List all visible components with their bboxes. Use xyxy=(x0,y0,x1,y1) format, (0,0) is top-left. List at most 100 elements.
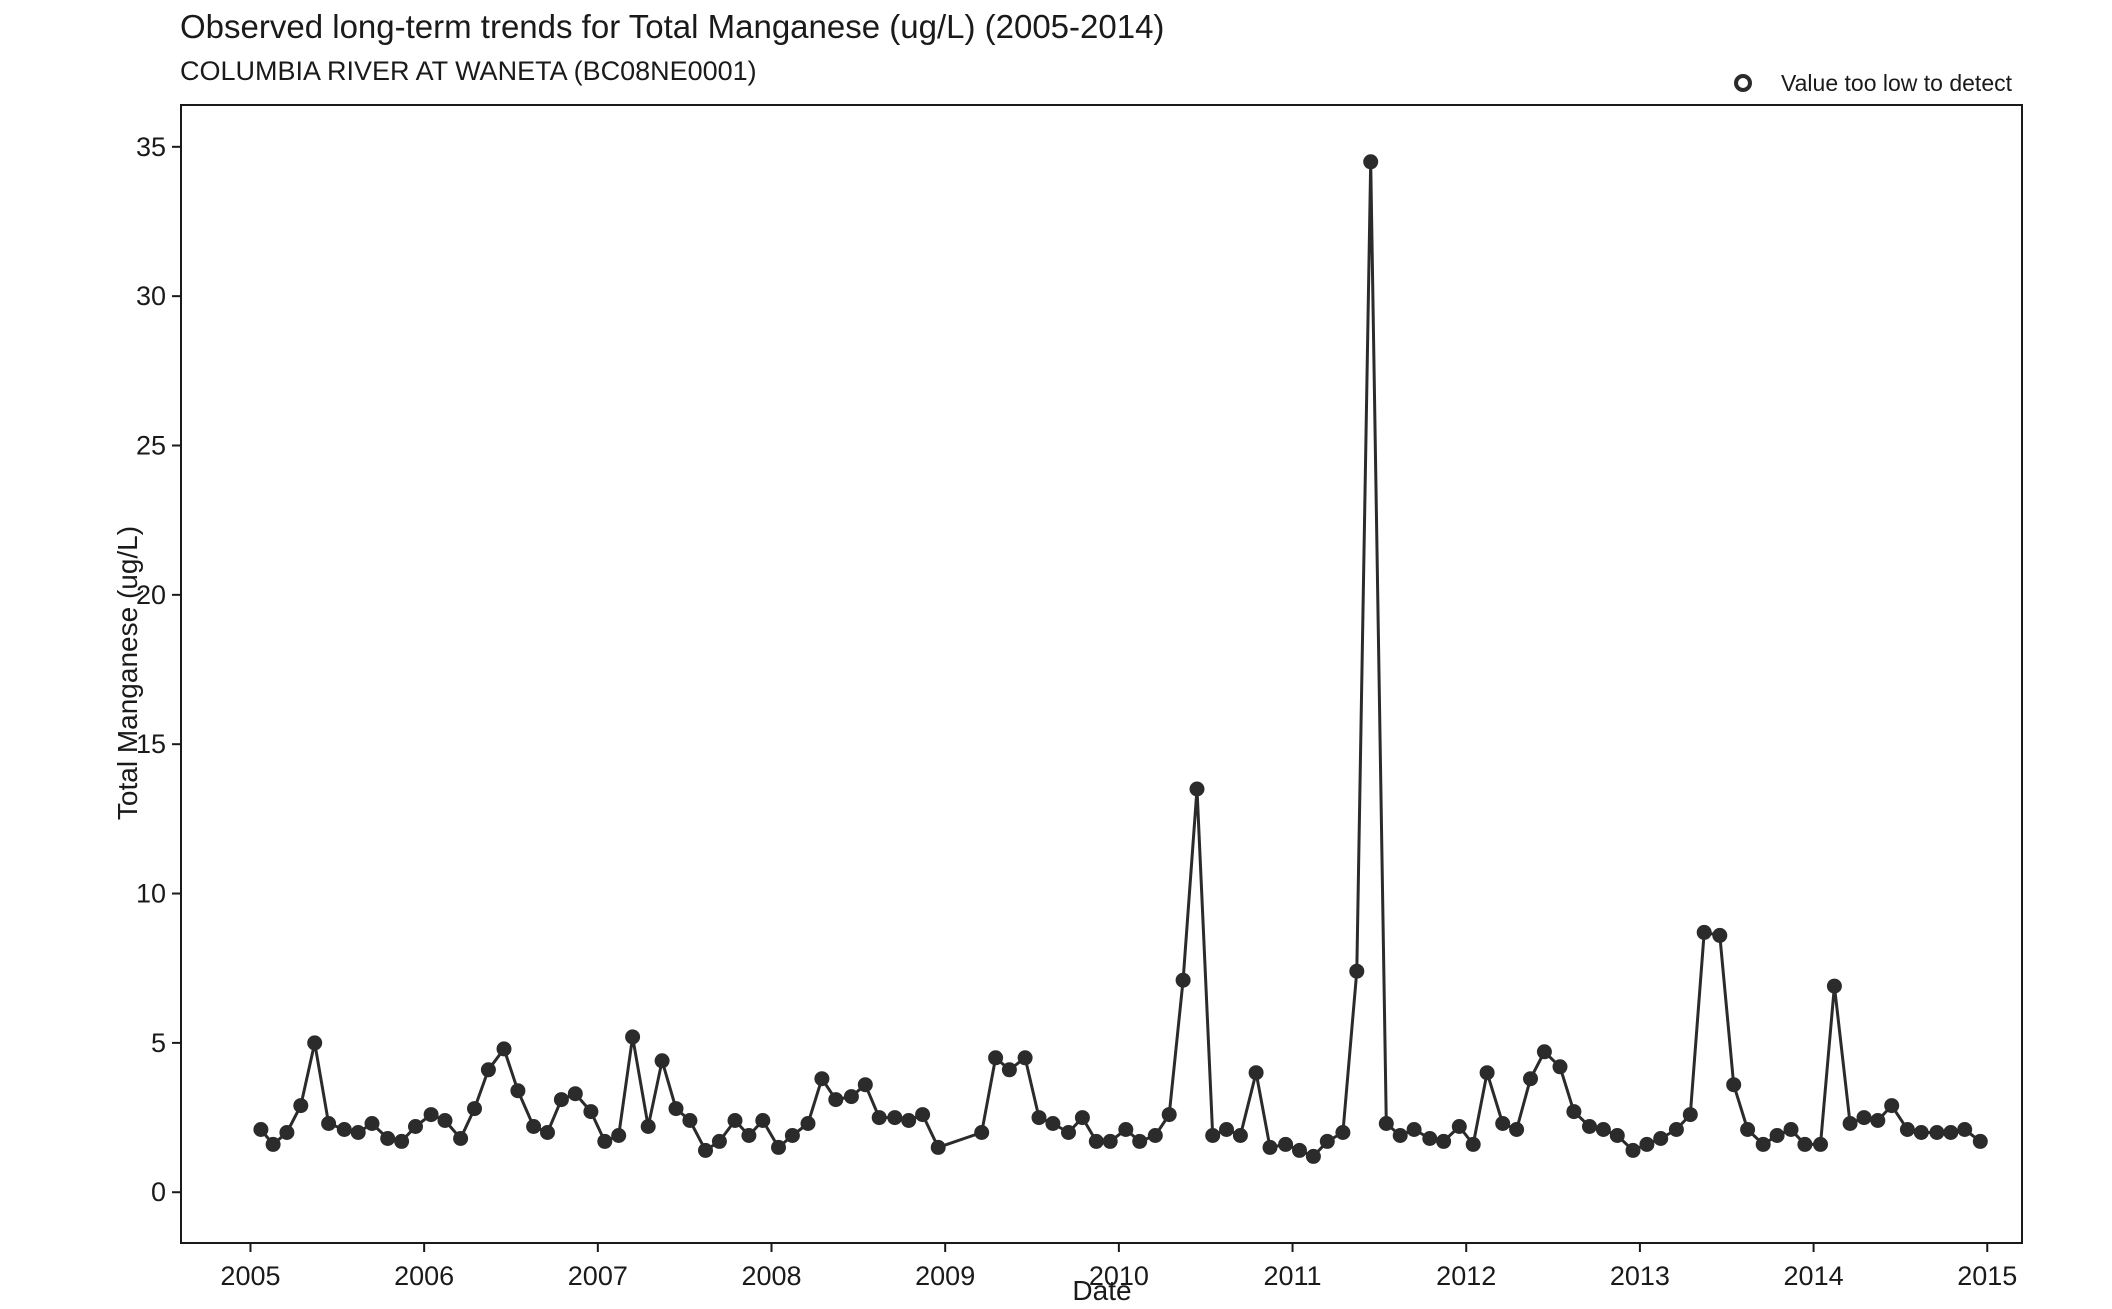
data-point xyxy=(988,1050,1004,1066)
data-point xyxy=(321,1116,337,1131)
legend-entry: Value too low to detect xyxy=(1781,70,2013,96)
data-point xyxy=(1566,1104,1582,1120)
data-point xyxy=(741,1128,757,1143)
chart-title: Observed long-term trends for Total Mang… xyxy=(180,8,1165,45)
x-tick-label: 2010 xyxy=(1089,1261,1149,1291)
data-point xyxy=(1536,1044,1552,1060)
y-tick-label: 30 xyxy=(136,281,166,311)
y-tick-label: 25 xyxy=(136,431,166,461)
data-point xyxy=(1319,1133,1335,1149)
data-point xyxy=(1074,1110,1090,1126)
data-point xyxy=(1406,1122,1422,1137)
data-point xyxy=(1189,781,1205,797)
data-point xyxy=(394,1133,410,1149)
data-point xyxy=(1509,1122,1525,1137)
data-point xyxy=(1813,1136,1828,1152)
data-point xyxy=(1682,1107,1698,1123)
data-point xyxy=(1972,1133,1988,1149)
data-point xyxy=(1378,1116,1394,1131)
data-point xyxy=(1001,1062,1017,1078)
data-point xyxy=(1451,1119,1467,1134)
data-point xyxy=(1870,1113,1886,1128)
data-point xyxy=(1292,1142,1307,1158)
data-point xyxy=(611,1128,627,1143)
data-point xyxy=(784,1128,800,1143)
data-point xyxy=(1088,1133,1104,1149)
data-point xyxy=(1856,1110,1872,1126)
x-tick-label: 2013 xyxy=(1610,1261,1670,1291)
data-point xyxy=(828,1092,844,1108)
data-point xyxy=(540,1125,555,1140)
data-point xyxy=(467,1101,482,1117)
data-point xyxy=(1422,1131,1438,1146)
data-point xyxy=(1045,1116,1061,1131)
data-point xyxy=(496,1041,512,1057)
data-point xyxy=(423,1107,439,1123)
legend: Value too low to detect xyxy=(1734,70,2013,96)
data-point xyxy=(1884,1098,1900,1114)
series-group xyxy=(253,154,1988,1164)
data-point xyxy=(1609,1128,1625,1143)
legend-open-circle-icon xyxy=(1734,74,1752,92)
data-point xyxy=(814,1071,830,1087)
data-point xyxy=(1943,1125,1959,1140)
data-point xyxy=(698,1142,713,1158)
x-tick-label: 2014 xyxy=(1784,1261,1844,1291)
data-point xyxy=(711,1133,727,1149)
data-point xyxy=(1755,1136,1771,1152)
data-point xyxy=(583,1104,599,1120)
data-point xyxy=(625,1029,641,1045)
y-tick-label: 10 xyxy=(136,879,166,909)
y-tick-label: 35 xyxy=(136,132,166,162)
data-point xyxy=(1479,1065,1495,1081)
data-point xyxy=(1161,1107,1177,1123)
x-tick-label: 2015 xyxy=(1957,1261,2017,1291)
data-point xyxy=(453,1131,469,1146)
data-point xyxy=(771,1139,786,1155)
data-point xyxy=(654,1053,670,1069)
data-point xyxy=(871,1110,887,1126)
data-point xyxy=(380,1131,396,1146)
data-point xyxy=(350,1125,366,1140)
data-point xyxy=(1797,1136,1813,1152)
data-point xyxy=(1595,1122,1611,1137)
data-point xyxy=(682,1113,698,1128)
data-point xyxy=(1957,1122,1973,1137)
data-point xyxy=(1436,1133,1452,1149)
data-point xyxy=(336,1122,352,1137)
data-point xyxy=(293,1098,309,1114)
data-point xyxy=(1175,972,1191,988)
data-point xyxy=(755,1113,771,1128)
data-point xyxy=(1363,154,1379,170)
data-point xyxy=(1262,1139,1278,1155)
data-point xyxy=(408,1119,423,1134)
data-point xyxy=(1205,1128,1221,1143)
x-tick-label: 2006 xyxy=(394,1261,454,1291)
data-point xyxy=(668,1101,684,1117)
x-axis-title: Date xyxy=(1072,1275,1131,1306)
data-point xyxy=(279,1125,295,1140)
plot-panel xyxy=(180,104,2023,1244)
data-point xyxy=(1913,1125,1929,1140)
data-point xyxy=(1219,1122,1234,1137)
data-point xyxy=(1783,1122,1799,1137)
data-point xyxy=(901,1113,917,1128)
data-point xyxy=(567,1086,583,1102)
data-point xyxy=(1842,1116,1858,1131)
data-point xyxy=(1582,1119,1597,1134)
data-point xyxy=(437,1113,453,1128)
data-point xyxy=(1740,1122,1756,1137)
data-point xyxy=(1017,1050,1033,1066)
data-point xyxy=(1031,1110,1047,1126)
data-point xyxy=(510,1083,526,1099)
data-point xyxy=(1118,1122,1134,1137)
data-point xyxy=(307,1035,323,1051)
y-axis: 0 5 10 15 20 25 30 35 xyxy=(136,132,181,1207)
x-tick-label: 2008 xyxy=(741,1261,801,1291)
data-point xyxy=(800,1116,816,1131)
y-axis-title: Total Manganese (ug/L) xyxy=(112,526,143,820)
data-point xyxy=(1349,963,1365,979)
data-point xyxy=(265,1136,281,1152)
data-point xyxy=(915,1107,931,1123)
